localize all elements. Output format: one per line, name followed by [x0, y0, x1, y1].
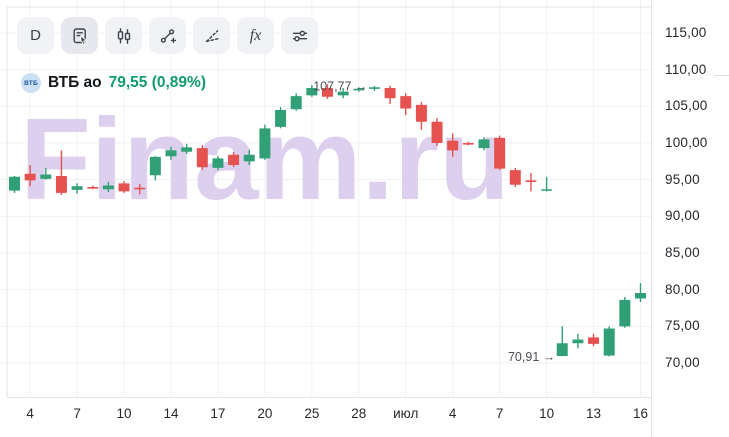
time-axis-separator[interactable]: [7, 397, 651, 398]
candle: [572, 339, 584, 344]
y-axis-label: 80,00: [665, 281, 700, 297]
ticker-row: ВТБ ВТБ ао 79,55 (0,89%): [21, 73, 206, 93]
y-axis-label: 90,00: [665, 208, 700, 224]
candle: [431, 121, 443, 143]
indicators-fx-button[interactable]: fx: [237, 17, 274, 54]
chart-toolbar: D: [17, 17, 318, 54]
trend-line-tool-button[interactable]: [149, 17, 186, 54]
ticker-quote: 79,55 (0,89%): [108, 74, 206, 91]
candle: [368, 87, 380, 89]
ticker-name[interactable]: ВТБ ао: [48, 74, 102, 91]
candle: [165, 150, 177, 157]
candle: [55, 176, 67, 193]
axis-handle-line: [714, 75, 729, 76]
candle: [134, 187, 146, 190]
object-tree-button[interactable]: [61, 17, 98, 54]
candle: [462, 143, 474, 145]
candle: [149, 156, 161, 176]
angle-tool-button[interactable]: [193, 17, 230, 54]
settings-button[interactable]: [281, 17, 318, 54]
candle: [102, 185, 114, 190]
candle: [9, 176, 20, 191]
candle: [588, 337, 600, 344]
y-axis-label: 115,00: [665, 25, 707, 40]
y-axis-label: 95,00: [665, 171, 700, 187]
candle: [353, 88, 365, 91]
trend-line-icon: [158, 26, 178, 46]
candle: [259, 128, 271, 159]
chart-annotations: 107,77 → 70,91 →: [313, 80, 555, 364]
y-axis-label: 105,00: [665, 98, 708, 114]
candle: [322, 88, 333, 97]
candle: [24, 173, 36, 181]
candle: [243, 154, 255, 162]
y-axis-label: 70,00: [665, 355, 700, 370]
interval-button[interactable]: D: [17, 17, 54, 54]
angle-icon: [202, 26, 222, 46]
candle: [400, 96, 412, 109]
y-axis-label: 100,00: [665, 135, 708, 150]
candle: [478, 139, 490, 149]
sliders-icon: [290, 26, 310, 46]
candle: [337, 91, 349, 96]
candle: [306, 88, 318, 96]
vtb-logo: ВТБ: [21, 73, 41, 93]
candle: [556, 343, 568, 357]
candles: [9, 84, 646, 357]
candle: [447, 140, 459, 151]
chart-style-button[interactable]: [105, 17, 142, 54]
candle: [541, 189, 553, 191]
candle: [228, 154, 240, 165]
candle: [181, 147, 193, 152]
candle: [196, 148, 208, 168]
candle: [384, 88, 396, 99]
price-axis-separator[interactable]: [651, 0, 652, 437]
candle: [415, 104, 427, 122]
candle: [118, 183, 130, 192]
candle: [494, 137, 506, 169]
candle: [290, 96, 302, 110]
candle: [619, 299, 631, 327]
candle: [525, 180, 537, 182]
candle: [603, 328, 615, 356]
fx-icon: fx: [249, 26, 262, 44]
y-axis-label: 85,00: [665, 245, 700, 260]
vtb-logo-text: ВТБ: [24, 79, 38, 87]
price-annotation: 70,91 →: [508, 350, 555, 364]
candle: [509, 170, 521, 185]
candle: [275, 110, 287, 127]
candlestick-icon: [114, 26, 134, 46]
y-axis-label: 110,00: [665, 61, 707, 77]
candle: [71, 186, 83, 190]
price-annotation: 107,77 →: [313, 80, 367, 94]
gridlines: [0, 0, 651, 397]
document-cursor-icon: [70, 26, 90, 46]
candle: [212, 158, 224, 168]
candle: [40, 174, 52, 179]
interval-label: D: [30, 27, 41, 44]
candle: [635, 292, 646, 299]
candle: [87, 187, 99, 189]
y-axis-label: 75,00: [665, 318, 700, 334]
